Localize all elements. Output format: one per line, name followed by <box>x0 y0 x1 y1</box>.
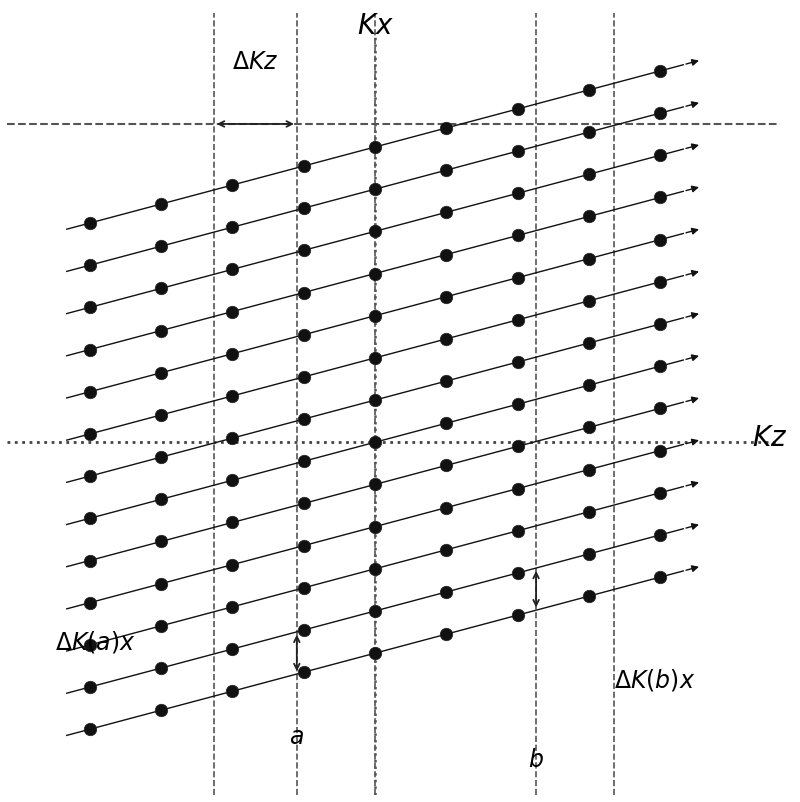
Text: $Kz$: $Kz$ <box>752 425 787 452</box>
Text: $Kx$: $Kx$ <box>357 13 394 39</box>
Text: $b$: $b$ <box>528 749 544 772</box>
Text: $\Delta K(a)x$: $\Delta K(a)x$ <box>55 629 136 654</box>
Text: $\Delta K(b)x$: $\Delta K(b)x$ <box>614 667 695 693</box>
Text: $a$: $a$ <box>290 726 304 749</box>
Text: $\Delta Kz$: $\Delta Kz$ <box>232 51 278 74</box>
